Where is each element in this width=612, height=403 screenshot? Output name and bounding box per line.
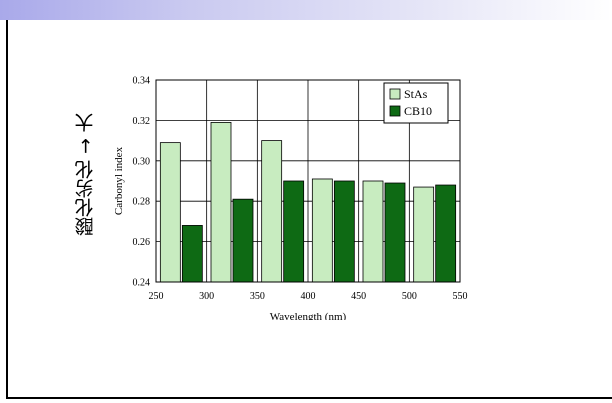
y-tick-label: 0.34 bbox=[133, 76, 151, 87]
y-tick-label: 0.28 bbox=[133, 197, 151, 208]
x-tick-label: 300 bbox=[199, 291, 214, 302]
legend-label-stas: StAs bbox=[404, 87, 428, 101]
bar-cb10-425 bbox=[333, 180, 355, 283]
bar-cb10-475 bbox=[384, 182, 406, 283]
legend: StAs CB10 bbox=[383, 82, 449, 124]
bar-stas-325 bbox=[210, 122, 232, 283]
y-tick-label: 0.32 bbox=[133, 116, 151, 127]
bottom-border-line bbox=[6, 397, 612, 399]
x-tick-label: 350 bbox=[250, 291, 265, 302]
bar-cb10-325 bbox=[232, 198, 254, 283]
legend-swatch-stas bbox=[389, 88, 401, 100]
y-tick-label: 0.30 bbox=[133, 156, 151, 167]
bars bbox=[159, 122, 457, 283]
y-tick-label: 0.24 bbox=[133, 278, 151, 289]
x-axis-ticks: 250 300 350 400 450 500 550 bbox=[149, 291, 468, 302]
carbonyl-index-chart: 0.24 0.26 0.28 0.30 0.32 0.34 250 300 350 400 450… bbox=[113, 76, 468, 321]
y-tick-label: 0.26 bbox=[133, 237, 151, 248]
x-tick-label: 250 bbox=[149, 291, 164, 302]
left-border-line bbox=[6, 20, 8, 398]
x-axis-title: Wavelength (nm) bbox=[270, 311, 347, 320]
bar-stas-275 bbox=[159, 142, 181, 283]
bar-cb10-275 bbox=[181, 225, 203, 283]
bar-stas-525 bbox=[413, 186, 435, 283]
legend-label-cb10: CB10 bbox=[404, 104, 432, 118]
bar-cb10-525 bbox=[435, 184, 457, 283]
plot-frame bbox=[155, 79, 461, 283]
bar-cb10-375 bbox=[283, 180, 305, 283]
bar-stas-475 bbox=[362, 180, 384, 283]
x-tick-label: 500 bbox=[402, 291, 417, 302]
x-tick-label: 550 bbox=[453, 291, 468, 302]
y-axis-title: Carbonyl index bbox=[113, 146, 125, 215]
bar-stas-425 bbox=[311, 178, 333, 283]
x-tick-label: 450 bbox=[351, 291, 366, 302]
bar-stas-375 bbox=[261, 140, 283, 283]
title-band bbox=[0, 0, 612, 20]
legend-swatch-cb10 bbox=[389, 105, 401, 117]
y-axis-ticks: 0.24 0.26 0.28 0.30 0.32 0.34 bbox=[133, 76, 151, 289]
x-tick-label: 400 bbox=[301, 291, 316, 302]
